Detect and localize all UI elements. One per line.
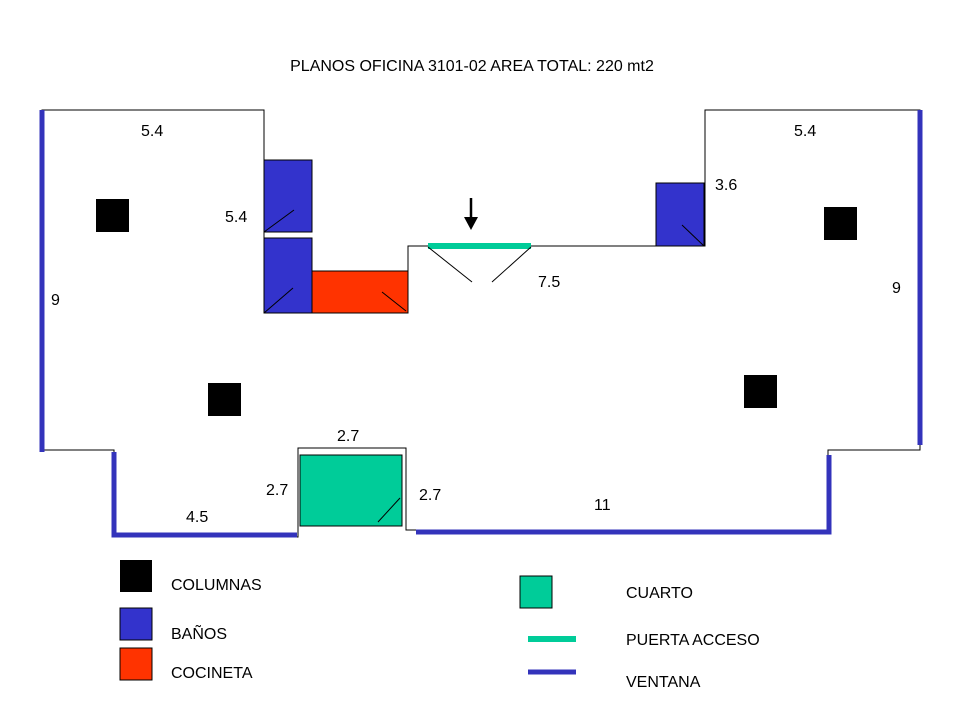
room [299, 454, 403, 527]
window-bottom-right [416, 455, 832, 535]
dimension-left-inner: 5.4 [225, 209, 247, 226]
legend-window-label: VENTANA [626, 674, 701, 691]
dimension-top-left: 5.4 [141, 123, 163, 140]
bath-left-top [263, 159, 313, 233]
kitchenette-door [381, 291, 407, 312]
legend-columns-swatch [120, 560, 152, 592]
dimension-center: 7.5 [538, 274, 560, 291]
dimension-bottom-right: 11 [594, 497, 611, 514]
dimension-room-right: 2.7 [419, 487, 441, 504]
column-bottom-left [208, 383, 241, 416]
plan-title: PLANOS OFICINA 3101-02 AREA TOTAL: 220 m… [290, 58, 654, 75]
column-top-left [96, 199, 129, 232]
dimension-left-side: 9 [51, 292, 60, 309]
room-door [377, 497, 401, 523]
outer-wall [41, 109, 921, 538]
legend-kitchenette-swatch [119, 647, 153, 681]
dimension-top-right: 5.4 [794, 123, 816, 140]
legend-room-label: CUARTO [626, 585, 693, 602]
dimension-bottom-left: 4.5 [186, 509, 208, 526]
bath-right-door [681, 224, 705, 247]
column-top-right [824, 207, 857, 240]
entrance-door-swing-right [491, 246, 532, 283]
dimension-right-inner: 3.6 [715, 177, 737, 194]
bath-left-bottom [263, 237, 313, 314]
arrow-down-icon [464, 198, 478, 230]
entrance-door-swing-left [427, 246, 473, 283]
column-bottom-right [744, 375, 777, 408]
window-bottom-left [111, 452, 297, 538]
legend-kitchenette-label: COCINETA [171, 665, 253, 682]
dimension-room-left: 2.7 [266, 482, 288, 499]
kitchenette [311, 270, 409, 314]
dimension-room-top: 2.7 [337, 428, 359, 445]
legend-door-label: PUERTA ACCESO [626, 632, 760, 649]
legend-columns-label: COLUMNAS [171, 577, 262, 594]
legend-room-swatch [519, 575, 553, 609]
bath-left-top-door [263, 209, 295, 233]
dimension-right-side: 9 [892, 280, 901, 297]
legend-baths-swatch [119, 607, 153, 641]
legend-baths-label: BAÑOS [171, 623, 227, 643]
bath-left-bottom-door [263, 287, 294, 314]
bath-right [655, 182, 705, 247]
